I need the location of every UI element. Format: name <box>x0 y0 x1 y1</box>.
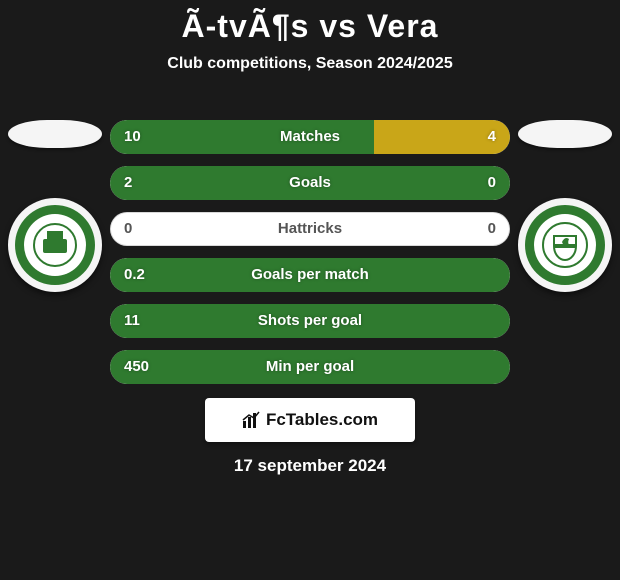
chart-icon <box>242 411 260 429</box>
stat-label: Min per goal <box>110 350 510 384</box>
stat-row: 20Goals <box>110 166 510 200</box>
stats-column: 104Matches 20Goals 00Hattricks 0.2Goals per… <box>110 120 510 476</box>
team-right-flag <box>518 120 612 148</box>
stat-label: Hattricks <box>110 212 510 246</box>
stat-label: Goals <box>110 166 510 200</box>
shield-icon <box>33 223 77 267</box>
stat-row: 11Shots per goal <box>110 304 510 338</box>
page-title: Ã-tvÃ¶s vs Vera <box>0 0 620 45</box>
team-left-column <box>0 120 110 292</box>
stat-row: 0.2Goals per match <box>110 258 510 292</box>
rooster-shield-icon <box>542 222 588 268</box>
infographic-date: 17 september 2024 <box>110 456 510 476</box>
team-left-flag <box>8 120 102 148</box>
watermark[interactable]: FcTables.com <box>205 398 415 442</box>
stat-row: 104Matches <box>110 120 510 154</box>
stat-row: 00Hattricks <box>110 212 510 246</box>
infographic-root: Ã-tvÃ¶s vs Vera Club competitions, Seaso… <box>0 0 620 580</box>
stat-label: Goals per match <box>110 258 510 292</box>
stat-row: 450Min per goal <box>110 350 510 384</box>
stat-label: Shots per goal <box>110 304 510 338</box>
stat-label: Matches <box>110 120 510 154</box>
team-right-column <box>510 120 620 292</box>
team-right-badge <box>518 198 612 292</box>
team-left-badge <box>8 198 102 292</box>
watermark-text: FcTables.com <box>266 410 378 430</box>
page-subtitle: Club competitions, Season 2024/2025 <box>0 55 620 73</box>
